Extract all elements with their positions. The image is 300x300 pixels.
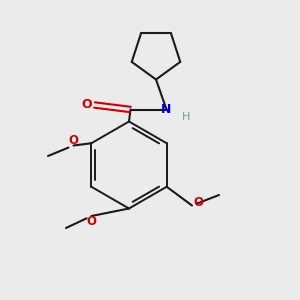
- Text: N: N: [161, 103, 172, 116]
- Text: O: O: [86, 215, 97, 228]
- Text: O: O: [193, 196, 203, 209]
- Text: H: H: [182, 112, 190, 122]
- Text: O: O: [82, 98, 92, 112]
- Text: O: O: [68, 134, 79, 148]
